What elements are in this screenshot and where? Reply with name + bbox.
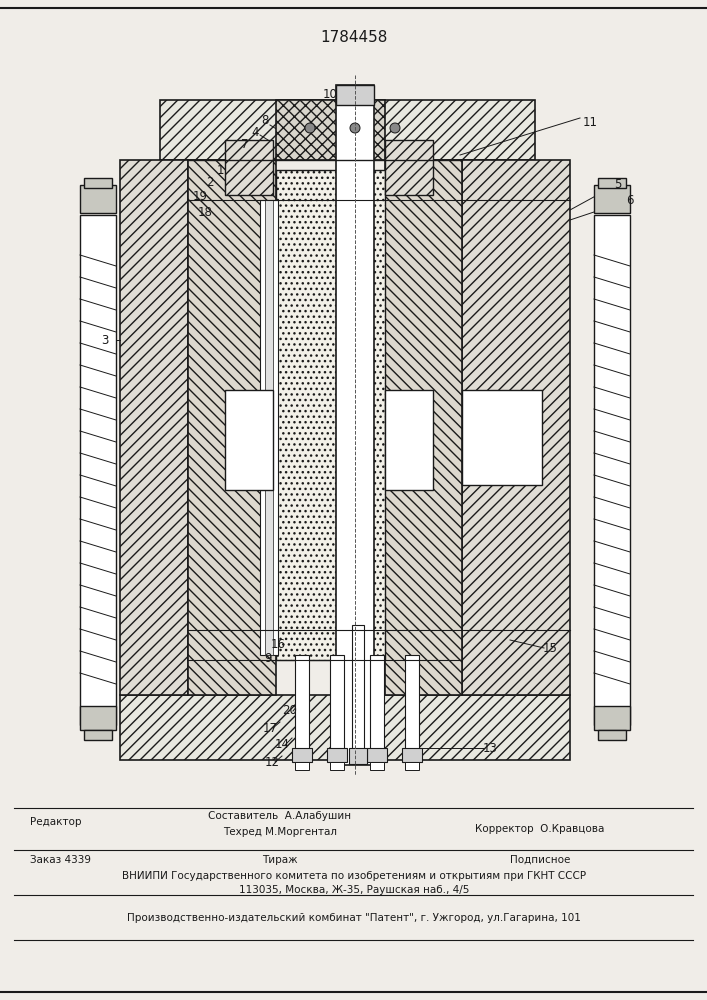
Bar (402, 748, 422, 762)
Bar (367, 748, 387, 762)
Bar (594, 215, 630, 725)
Bar (352, 625, 364, 760)
Bar (462, 390, 542, 485)
Bar (405, 762, 419, 770)
Bar (265, 200, 273, 655)
Text: 13: 13 (483, 742, 498, 754)
Text: 4: 4 (251, 125, 259, 138)
Bar (276, 170, 385, 660)
Bar (594, 706, 630, 730)
Bar (330, 655, 344, 760)
Text: 16: 16 (271, 639, 286, 652)
Bar (385, 390, 433, 490)
Text: Корректор  О.Кравцова: Корректор О.Кравцова (475, 824, 604, 834)
Bar (594, 185, 630, 213)
Text: 113035, Москва, Ж-35, Раушская наб., 4/5: 113035, Москва, Ж-35, Раушская наб., 4/5 (239, 885, 469, 895)
Circle shape (350, 123, 360, 133)
Bar (462, 160, 570, 695)
Bar (276, 100, 385, 160)
Bar (349, 748, 367, 764)
Text: Редактор: Редактор (30, 817, 81, 827)
Bar (336, 85, 374, 105)
Text: 10: 10 (322, 88, 337, 101)
Text: 14: 14 (274, 738, 289, 752)
Text: ВНИИПИ Государственного комитета по изобретениям и открытиям при ГКНТ СССР: ВНИИПИ Государственного комитета по изоб… (122, 871, 586, 881)
Bar (370, 655, 384, 760)
Bar (84, 730, 112, 740)
Bar (327, 748, 347, 762)
Bar (295, 655, 309, 760)
Text: 8: 8 (262, 113, 269, 126)
Text: Составитель  А.Алабушин: Составитель А.Алабушин (209, 811, 351, 821)
Text: 3: 3 (101, 334, 109, 347)
Bar (598, 178, 626, 188)
Text: Техред М.Моргентал: Техред М.Моргентал (223, 827, 337, 837)
Bar (295, 762, 309, 770)
Bar (330, 762, 344, 770)
Text: 17: 17 (262, 722, 278, 734)
Text: 18: 18 (197, 206, 212, 219)
Bar (188, 160, 276, 695)
Text: 11: 11 (583, 115, 597, 128)
Text: Тираж: Тираж (262, 855, 298, 865)
Bar (336, 85, 374, 765)
Bar (120, 160, 188, 695)
Bar (120, 695, 570, 760)
Bar (385, 140, 433, 195)
Bar (598, 730, 626, 740)
Text: 2: 2 (206, 176, 214, 190)
Text: 19: 19 (192, 190, 207, 204)
Bar (292, 748, 312, 762)
Circle shape (305, 123, 315, 133)
Bar (75, 75, 630, 775)
Text: Заказ 4339: Заказ 4339 (30, 855, 91, 865)
Text: 15: 15 (542, 642, 557, 654)
Text: 7: 7 (241, 137, 249, 150)
Text: 1784458: 1784458 (320, 30, 387, 45)
Text: 5: 5 (614, 178, 621, 192)
Text: 1: 1 (216, 163, 223, 176)
Text: 6: 6 (626, 194, 633, 207)
Bar (84, 178, 112, 188)
Text: 12: 12 (264, 756, 279, 768)
Text: 9: 9 (264, 652, 271, 664)
Bar (260, 200, 278, 655)
Bar (80, 185, 116, 213)
Bar (370, 762, 384, 770)
Bar (405, 655, 419, 760)
Bar (80, 706, 116, 730)
Circle shape (390, 123, 400, 133)
Bar (385, 160, 462, 695)
Bar (225, 140, 273, 195)
Bar (80, 215, 116, 725)
Bar (160, 100, 535, 160)
Text: Подписное: Подписное (510, 855, 570, 865)
Text: Производственно-издательский комбинат "Патент", г. Ужгород, ул.Гагарина, 101: Производственно-издательский комбинат "П… (127, 913, 581, 923)
Bar (225, 390, 273, 490)
Text: 20: 20 (283, 704, 298, 716)
